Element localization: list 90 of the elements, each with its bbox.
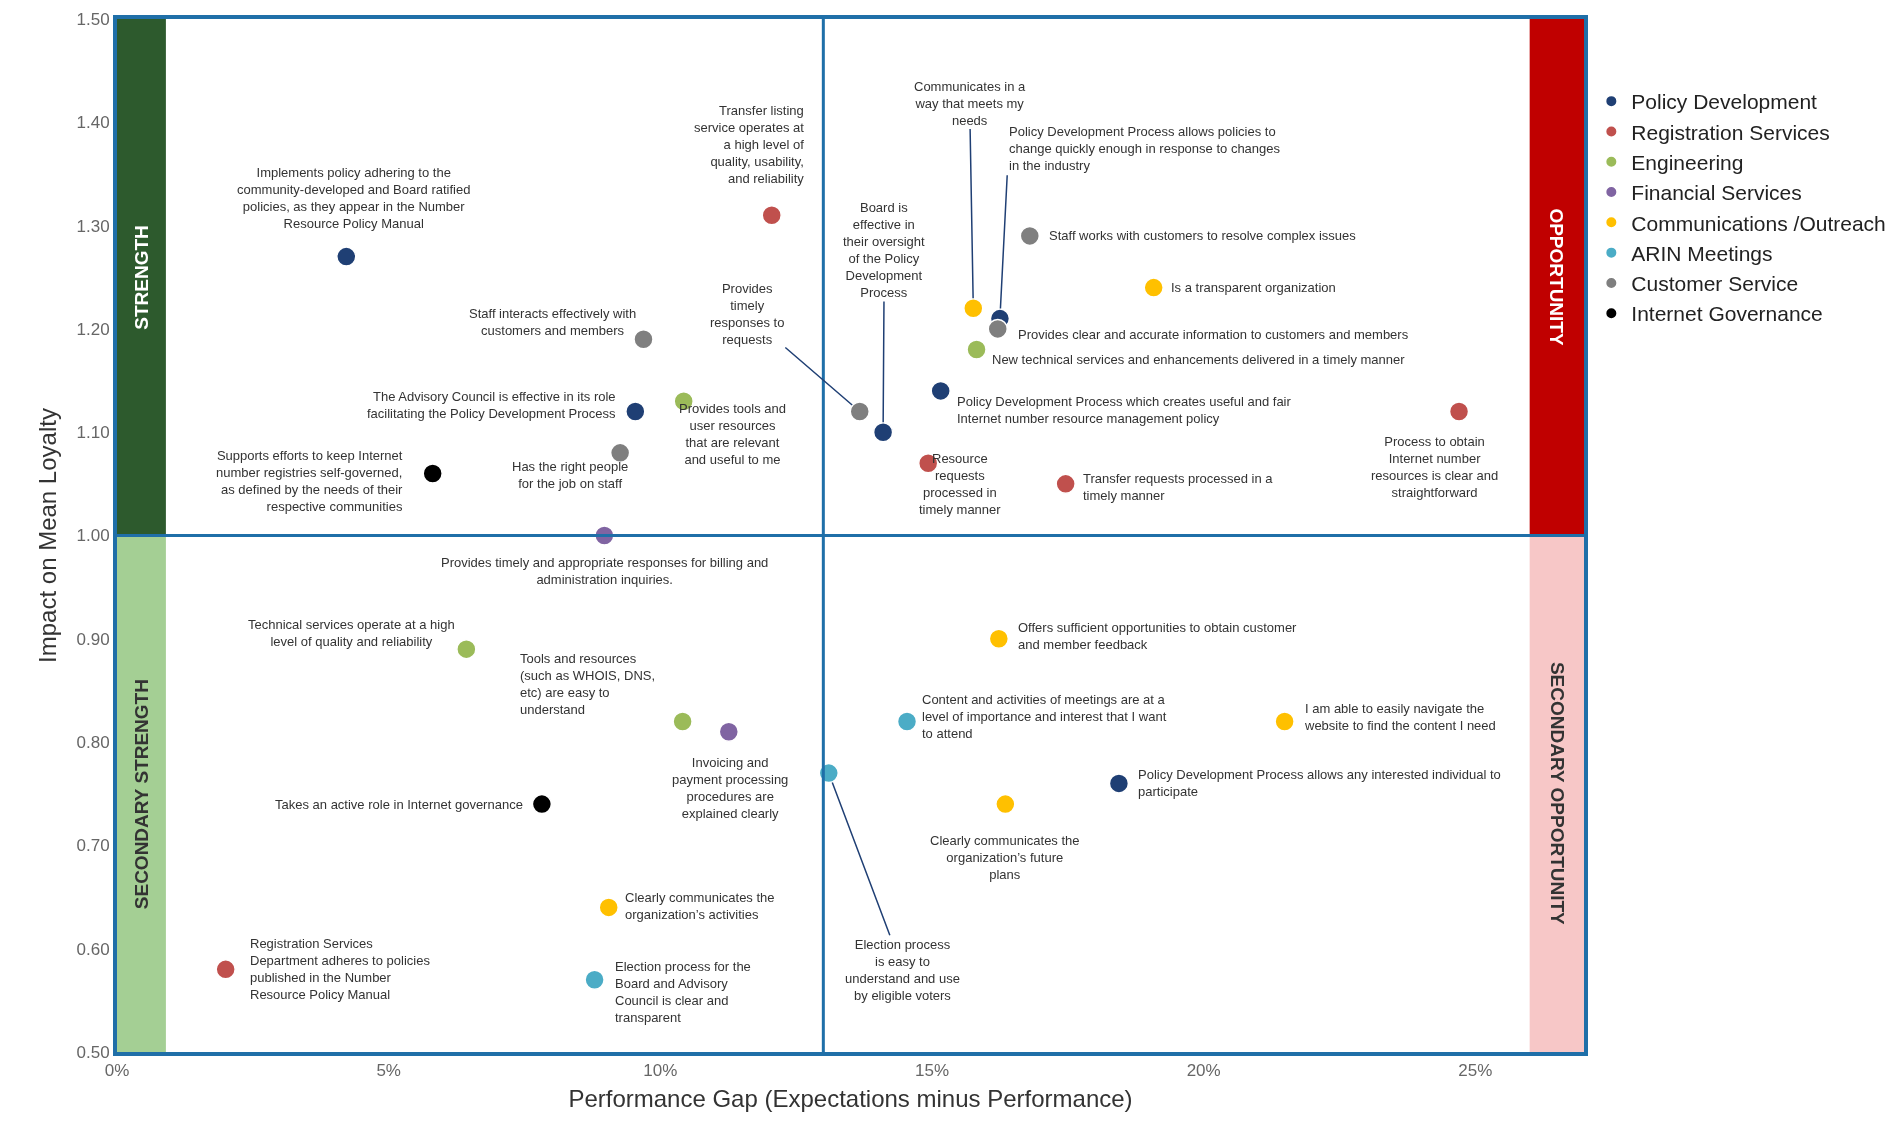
y-tick-label: 1.20 bbox=[76, 319, 110, 339]
point bbox=[1274, 711, 1295, 732]
point bbox=[625, 401, 646, 422]
point bbox=[456, 638, 477, 660]
point bbox=[930, 380, 951, 402]
annotation: Supports efforts to keep Internet number registries self-governed, as defined by the needs of their respective communities bbox=[216, 448, 404, 514]
band-label: SECONDARY STRENGTH bbox=[130, 679, 152, 910]
point bbox=[988, 628, 1010, 650]
point bbox=[215, 959, 236, 980]
annotation: Content and activities of meetings are at a level of importance and interest that I want to attend bbox=[922, 692, 1167, 741]
legend-label: Engineering bbox=[1631, 150, 1744, 174]
legend-label: Customer Service bbox=[1631, 272, 1799, 296]
point bbox=[672, 711, 693, 732]
point bbox=[422, 463, 443, 484]
annotation: The Advisory Council is effective in its role facilitating the Policy Development Process bbox=[367, 389, 617, 421]
annotation: Registration Services Department adheres to policies published in the Number Resource Policy Manual bbox=[250, 936, 431, 1002]
annotation: Clearly communicates the organization’s activities bbox=[625, 890, 775, 922]
y-axis-title: Impact on Mean Loyalty bbox=[34, 408, 62, 663]
band-label: STRENGTH bbox=[131, 225, 153, 330]
annotation: Is a transparent organization bbox=[1171, 280, 1336, 295]
y-tick-label: 1.40 bbox=[76, 113, 110, 133]
annotation: Process to obtain Internet number resources is clear and straightforward bbox=[1371, 434, 1499, 500]
x-tick-label: 10% bbox=[643, 1061, 678, 1081]
y-tick-label: 0.50 bbox=[76, 1042, 110, 1062]
x-tick-label: 25% bbox=[1458, 1061, 1493, 1081]
annotation: Resource requests processed in timely manner bbox=[919, 451, 1002, 517]
annotation: Election process is easy to understand and use by eligible voters bbox=[845, 937, 960, 1003]
point bbox=[849, 401, 870, 422]
y-tick-label: 0.60 bbox=[76, 939, 110, 959]
annotation: Implements policy adhering to the community-developed and Board ratified policies, as they appear in the Number Resource Policy Manual bbox=[237, 165, 471, 231]
point bbox=[896, 711, 918, 732]
annotation: Technical services operate at a high level of quality and reliability bbox=[248, 617, 455, 649]
y-tick-label: 1.50 bbox=[76, 9, 110, 29]
point bbox=[1448, 401, 1470, 422]
annotation: Provides clear and accurate information to customers and members bbox=[1018, 327, 1409, 342]
annotation: I am able to easily navigate the website to find the content I need bbox=[1304, 701, 1496, 733]
y-tick-label: 1.30 bbox=[76, 216, 110, 236]
annotation: Staff interacts effectively with customers and members bbox=[469, 306, 637, 338]
legend-label: Financial Services bbox=[1631, 181, 1802, 205]
y-tick-label: 1.00 bbox=[76, 526, 110, 546]
legend-label: Communications /Outreach bbox=[1631, 211, 1886, 235]
annotation: Transfer requests processed in a timely manner bbox=[1083, 471, 1274, 503]
x-tick-label: 15% bbox=[914, 1061, 950, 1081]
point bbox=[966, 339, 987, 360]
annotation: Provides timely and appropriate responses for billing and administration inquiries. bbox=[441, 555, 769, 587]
annotation: Clearly communicates the organization’s future plans bbox=[930, 833, 1080, 882]
x-tick-label: 5% bbox=[376, 1061, 401, 1081]
point bbox=[872, 421, 894, 443]
legend-label: Policy Development bbox=[1631, 90, 1818, 114]
legend-label: ARIN Meetings bbox=[1631, 241, 1773, 265]
annotation: Takes an active role in Internet governance bbox=[275, 797, 523, 812]
annotation: Tools and resources (such as WHOIS, DNS, etc) are easy to understand bbox=[520, 651, 656, 717]
annotation: Staff works with customers to resolve complex issues bbox=[1049, 228, 1357, 243]
point bbox=[995, 793, 1016, 815]
point bbox=[531, 793, 553, 815]
annotation: New technical services and enhancements delivered in a timely manner bbox=[992, 352, 1406, 367]
band-label: OPPORTUNITY bbox=[1546, 208, 1568, 346]
band-label: SECONDARY OPPORTUNITY bbox=[1546, 661, 1568, 926]
point bbox=[584, 969, 605, 990]
annotation: Transfer listing service operates at a high level of quality, usability, and reliability bbox=[694, 103, 805, 186]
y-tick-label: 0.80 bbox=[76, 733, 110, 753]
annotation: Invoicing and payment processing procedures are explained clearly bbox=[672, 755, 789, 821]
annotation: Board is effective in their oversight of the Policy Development Process bbox=[843, 200, 926, 300]
x-axis-title: Performance Gap (Expectations minus Performance) bbox=[568, 1085, 1133, 1113]
point bbox=[598, 897, 619, 918]
point bbox=[1019, 225, 1041, 247]
point bbox=[336, 246, 357, 267]
point bbox=[609, 442, 631, 464]
point bbox=[761, 205, 782, 226]
y-tick-label: 0.90 bbox=[76, 629, 110, 649]
annotation: Provides tools and user resources that are relevant and useful to me bbox=[679, 401, 786, 467]
point bbox=[987, 318, 1008, 340]
y-tick-label: 0.70 bbox=[76, 836, 110, 856]
annotation: Offers sufficient opportunities to obtain customer and member feedback bbox=[1018, 620, 1298, 652]
point bbox=[1055, 473, 1076, 495]
annotation: Policy Development Process which creates useful and fair Internet number resource management policy bbox=[957, 394, 1292, 426]
x-tick-label: 20% bbox=[1186, 1061, 1221, 1081]
point bbox=[718, 721, 740, 743]
annotation: Election process for the Board and Advisory Council is clear and transparent bbox=[615, 959, 751, 1025]
legend-label: Registration Services bbox=[1631, 120, 1830, 144]
point bbox=[963, 297, 984, 319]
y-tick-label: 1.10 bbox=[76, 423, 110, 443]
legend-label: Internet Governance bbox=[1631, 302, 1823, 326]
point bbox=[1108, 773, 1130, 794]
point bbox=[633, 328, 654, 350]
annotation: Provides timely responses to requests bbox=[710, 281, 785, 347]
point bbox=[1143, 277, 1164, 298]
x-tick-label: 0% bbox=[104, 1061, 130, 1081]
annotation: Has the right people for the job on staff bbox=[512, 459, 629, 491]
annotation: Policy Development Process allows any interested individual to participate bbox=[1138, 767, 1501, 799]
